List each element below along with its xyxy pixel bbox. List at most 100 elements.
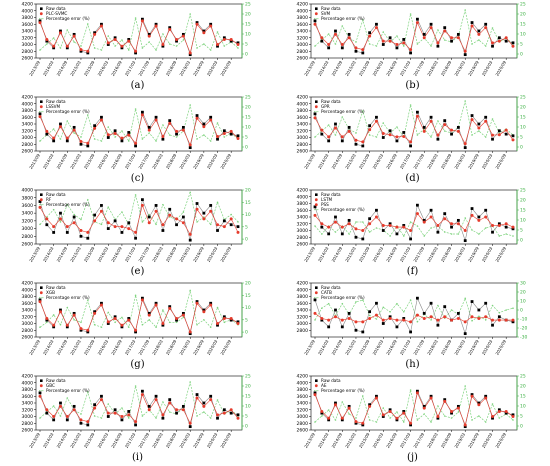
raw-point	[175, 132, 178, 136]
pred-point	[450, 36, 454, 40]
y-tick-label: 2800	[297, 49, 309, 55]
pred-point	[175, 217, 179, 221]
x-tick-label: 2018/03	[426, 246, 439, 263]
pred-point	[429, 26, 433, 30]
error-point	[430, 227, 432, 229]
x-tick-label: 2017/03	[124, 153, 137, 170]
raw-point	[327, 325, 331, 329]
y2-tick-label: 0	[245, 52, 248, 58]
pred-point	[161, 413, 165, 417]
y2-tick-label: 5	[520, 135, 523, 141]
raw-point	[443, 305, 447, 309]
raw-point	[59, 211, 62, 215]
pred-point	[327, 225, 331, 229]
error-point	[437, 405, 439, 407]
raw-point	[161, 229, 165, 232]
x-tick-label: 2018/09	[440, 60, 453, 77]
error-point	[155, 140, 157, 142]
x-tick-label: 2015/09	[83, 153, 96, 170]
raw-point	[395, 46, 399, 50]
pred-point	[374, 396, 378, 400]
raw-point	[86, 144, 90, 148]
x-tick-label: 2016/09	[110, 60, 123, 77]
pred-point	[333, 32, 337, 36]
error-point	[402, 311, 405, 313]
raw-point	[134, 423, 137, 427]
pred-point	[368, 128, 372, 132]
raw-point	[134, 51, 137, 55]
raw-point	[388, 36, 392, 40]
pred-point	[374, 119, 378, 123]
pred-point	[106, 221, 110, 225]
y-tick-label: 3200	[22, 218, 34, 224]
error-point	[321, 307, 323, 309]
error-point	[355, 301, 357, 303]
y-tick-label: 3200	[22, 407, 34, 413]
error-point	[175, 45, 178, 47]
error-point	[52, 208, 55, 211]
pred-point	[195, 116, 199, 120]
y2-tick-label: 5	[245, 317, 248, 323]
pred-point	[409, 421, 413, 425]
raw-point	[216, 44, 219, 48]
y2-tick-label: 20	[245, 105, 251, 111]
pred-point	[79, 327, 83, 331]
pred-point	[491, 318, 495, 322]
y-tick-label: 3000	[297, 42, 309, 48]
x-tick-label: 2016/09	[110, 339, 123, 356]
pred-point	[395, 318, 399, 322]
y-tick-label: 4000	[22, 380, 34, 386]
pred-point	[354, 46, 358, 50]
x-tick-label: 2016/09	[110, 432, 123, 449]
x-tick-label: 2020/09	[494, 339, 507, 356]
pred-point	[504, 36, 508, 40]
error-point	[361, 299, 364, 301]
pred-point	[511, 44, 515, 48]
raw-point	[86, 423, 90, 427]
raw-point	[222, 219, 226, 223]
y-tick-label: 3800	[297, 108, 309, 114]
x-tick-label: 2020/09	[494, 153, 507, 170]
raw-point	[52, 46, 56, 50]
pred-point	[99, 303, 103, 307]
y-tick-label: 3600	[22, 203, 34, 209]
raw-point	[100, 394, 103, 398]
y2-tick-label: 5	[245, 414, 248, 420]
pred-point	[340, 318, 344, 322]
pred-point	[470, 315, 474, 319]
pred-point	[374, 313, 378, 317]
raw-point	[375, 208, 378, 212]
raw-point	[470, 114, 474, 117]
raw-point	[154, 394, 158, 398]
pred-line	[39, 204, 239, 236]
pred-point	[181, 221, 185, 225]
pred-point	[361, 229, 365, 232]
pred-point	[65, 225, 69, 229]
legend-swatch	[315, 379, 318, 382]
x-tick-label: 2016/03	[371, 432, 384, 449]
raw-point	[388, 315, 392, 319]
x-tick-label: 2014/03	[317, 153, 330, 170]
raw-point	[188, 53, 192, 57]
chart-panel: 2600 2800 3000 3200 3400 3600 3800 4000 4200 0 5 10…	[0, 0, 275, 93]
x-tick-label: 2014/03	[317, 246, 330, 263]
y-tick-label: 3600	[22, 22, 34, 28]
raw-point	[127, 131, 131, 134]
y2-tick-label: 10	[245, 305, 251, 311]
legend-label: RF	[46, 197, 52, 202]
pred-point	[161, 223, 165, 227]
legend-label: Percentage error (%)	[46, 388, 90, 393]
y-tick-label: 4000	[297, 380, 309, 386]
raw-point	[113, 408, 117, 412]
plot-frame	[35, 189, 243, 245]
raw-point	[347, 32, 351, 36]
y-tick-label: 4000	[297, 287, 309, 293]
y-tick-label: 3400	[297, 401, 309, 407]
raw-point	[395, 232, 399, 236]
pred-point	[58, 217, 62, 221]
pred-point	[340, 43, 344, 46]
raw-point	[65, 46, 69, 50]
